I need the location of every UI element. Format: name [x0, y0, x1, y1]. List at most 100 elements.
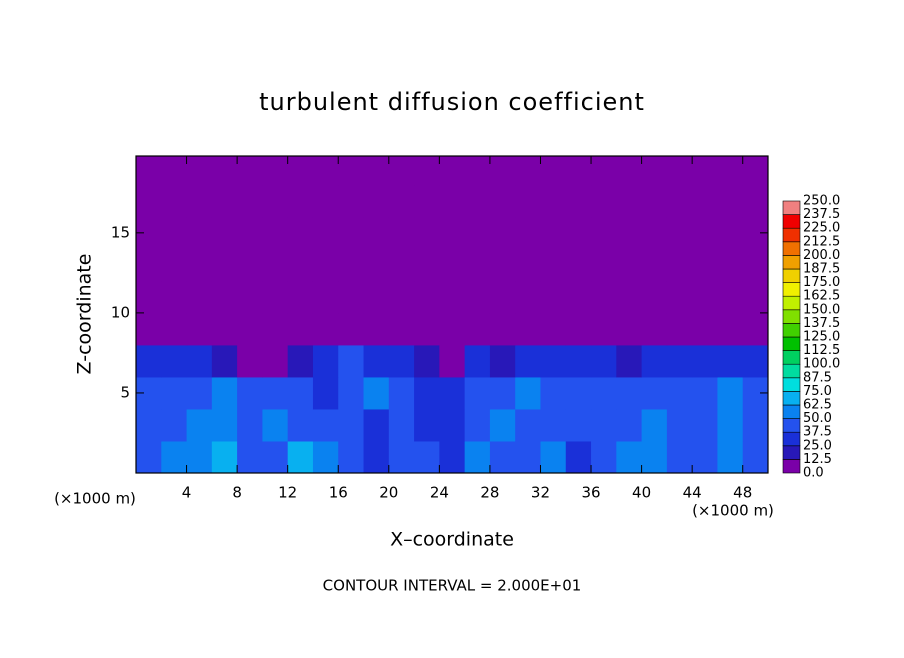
cell [211, 156, 238, 186]
cell [161, 216, 188, 250]
field [136, 156, 769, 474]
cell [616, 216, 643, 250]
cell [186, 184, 213, 218]
cell [186, 248, 213, 282]
colorbar-label: 87.5 [803, 370, 832, 385]
cell [237, 312, 263, 346]
cell [414, 156, 440, 186]
cell [616, 440, 643, 474]
colorbar-segment [782, 445, 801, 460]
cell [262, 408, 289, 442]
cell [211, 440, 238, 474]
colorbar-segment [782, 227, 801, 243]
colorbar-segment [782, 323, 801, 338]
x-tick-label: 4 [182, 484, 192, 502]
cell [666, 408, 693, 442]
cell [742, 312, 769, 346]
colorbar-label: 187.5 [803, 262, 840, 277]
cell [616, 248, 643, 282]
cell [616, 376, 643, 410]
cell [540, 344, 567, 378]
cell [388, 216, 415, 250]
cell [515, 376, 541, 410]
x-unit-label: (×1000 m) [692, 502, 774, 520]
cell [515, 312, 541, 346]
x-tick-label: 48 [733, 484, 752, 502]
cell [287, 408, 314, 442]
colorbar-label: 12.5 [803, 452, 832, 467]
cell [742, 440, 769, 474]
cell [464, 280, 491, 314]
cell [464, 156, 491, 186]
cell [211, 184, 238, 218]
cell [616, 156, 643, 186]
cell [717, 376, 744, 410]
cell [186, 312, 213, 346]
cell [287, 280, 314, 314]
cell [666, 156, 693, 186]
colorbar-segment [782, 431, 801, 447]
cell [666, 280, 693, 314]
cell [439, 376, 466, 410]
cell [489, 408, 516, 442]
colorbar-label: 200.0 [803, 248, 840, 263]
cell [161, 184, 188, 218]
cell [591, 216, 617, 250]
cell [641, 156, 668, 186]
colorbar-label: 112.5 [803, 343, 840, 358]
cell [515, 216, 541, 250]
x-tick-label: 44 [683, 484, 702, 502]
x-tick-label: 36 [581, 484, 600, 502]
x-unit-label: (×1000 m) [54, 490, 136, 508]
cell [211, 376, 238, 410]
cell [136, 248, 162, 282]
cell [312, 248, 339, 282]
cell [717, 408, 744, 442]
cell [237, 184, 263, 218]
cell [414, 248, 440, 282]
y-axis-label: Z-coordinate [74, 254, 96, 375]
cell [540, 440, 567, 474]
cell [287, 248, 314, 282]
cell [338, 216, 365, 250]
cell [515, 280, 541, 314]
x-tick-label: 40 [632, 484, 651, 502]
cell [666, 216, 693, 250]
colorbar-segment [782, 404, 801, 419]
cell [388, 312, 415, 346]
cell [692, 312, 718, 346]
cell [515, 440, 541, 474]
colorbar-label: 237.5 [803, 207, 840, 222]
cell [692, 376, 718, 410]
cell [540, 216, 567, 250]
cell [287, 376, 314, 410]
cell [363, 156, 390, 186]
cell [211, 280, 238, 314]
cell [717, 344, 744, 378]
cell [565, 280, 592, 314]
cell [363, 408, 390, 442]
cell [591, 376, 617, 410]
cell [565, 184, 592, 218]
cell [489, 376, 516, 410]
cell [641, 280, 668, 314]
cell [388, 344, 415, 378]
x-tick-label: 16 [329, 484, 348, 502]
cell [742, 344, 769, 378]
cell [237, 216, 263, 250]
contour-note: CONTOUR INTERVAL = 2.000E+01 [323, 577, 582, 595]
cell [641, 248, 668, 282]
cell [312, 344, 339, 378]
cell [742, 248, 769, 282]
colorbar-segment [782, 309, 801, 324]
cell [237, 408, 263, 442]
cell [237, 280, 263, 314]
cell [717, 312, 744, 346]
cell [565, 440, 592, 474]
cell [262, 216, 289, 250]
colorbar-label: 62.5 [803, 398, 832, 413]
cell [742, 156, 769, 186]
cell [312, 216, 339, 250]
cell [489, 248, 516, 282]
cell [414, 344, 440, 378]
